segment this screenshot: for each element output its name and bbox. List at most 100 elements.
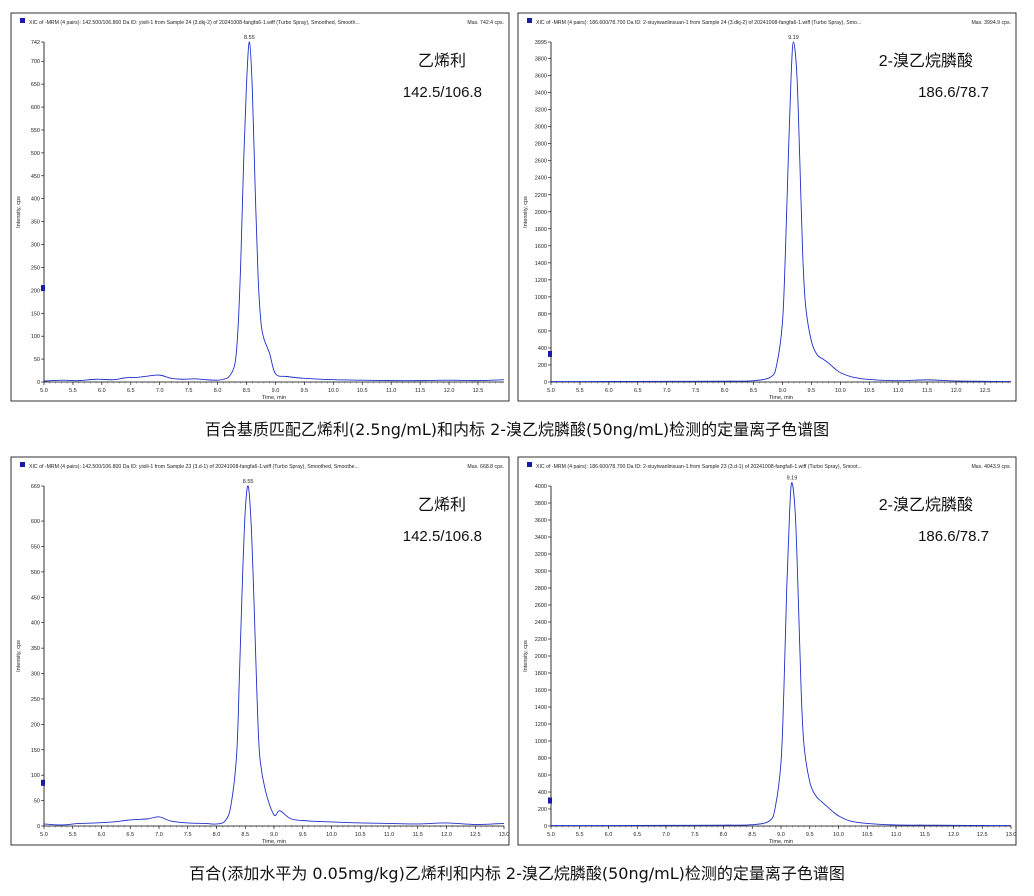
x-tick-label: 9.5 — [299, 832, 307, 838]
y-tick-label: 100 — [31, 773, 40, 779]
x-tick-label: 9.5 — [806, 832, 814, 838]
y-tick-label: 300 — [31, 672, 40, 678]
y-tick-label: 1200 — [535, 722, 547, 728]
y-tick-label: 3400 — [535, 91, 547, 97]
x-tick-label: 12.0 — [444, 388, 455, 394]
y-tick-label: 1000 — [535, 295, 547, 301]
x-tick-label: 12.5 — [470, 832, 481, 838]
x-tick-label: 7.0 — [663, 388, 671, 394]
y-axis-label: Intensity, cps — [16, 196, 22, 228]
y-tick-label: 1800 — [535, 671, 547, 677]
x-tick-label: 10.0 — [326, 832, 337, 838]
x-tick-label: 11.5 — [922, 388, 932, 394]
y-tick-label: 550 — [31, 544, 40, 550]
y-tick-label: 742 — [31, 40, 40, 46]
y-tick-label: 500 — [31, 570, 40, 576]
y-tick-label: 350 — [31, 646, 40, 652]
y-tick-label: 1800 — [535, 227, 547, 233]
x-tick-label: 12.5 — [473, 388, 484, 394]
compound-name: 乙烯利 — [418, 496, 466, 514]
x-tick-label: 7.5 — [691, 832, 699, 838]
trace-header: XIC of -MRM (4 pairs): 142.500/106.800 D… — [29, 20, 360, 26]
y-tick-label: 2800 — [535, 142, 547, 148]
trace-header: XIC of -MRM (4 pairs): 186.600/78.700 Da… — [536, 464, 862, 470]
y-tick-label: 500 — [31, 151, 40, 157]
x-tick-label: 7.5 — [184, 832, 192, 838]
y-tick-label: 3800 — [535, 501, 547, 507]
x-tick-label: 12.0 — [948, 832, 959, 838]
y-tick-label: 600 — [31, 519, 40, 525]
y-tick-label: 600 — [538, 329, 547, 335]
compound-name: 2-溴乙烷膦酸 — [879, 496, 973, 514]
compound-name: 乙烯利 — [418, 52, 466, 70]
trace-line — [43, 41, 505, 382]
x-tick-label: 6.0 — [98, 832, 106, 838]
mrm-transition: 142.5/106.8 — [403, 84, 482, 101]
x-tick-label: 10.0 — [835, 388, 846, 394]
baseline-marker-icon — [41, 285, 45, 292]
baseline-marker-icon — [548, 350, 552, 357]
x-tick-label: 8.5 — [748, 832, 756, 838]
y-tick-label: 2200 — [535, 637, 547, 643]
x-tick-label: 11.5 — [413, 832, 423, 838]
y-tick-label: 700 — [31, 59, 40, 65]
x-tick-label: 9.0 — [779, 388, 787, 394]
x-tick-label: 12.0 — [951, 388, 962, 394]
x-tick-label: 5.0 — [547, 388, 555, 394]
y-tick-label: 2800 — [535, 586, 547, 592]
y-tick-label: 300 — [31, 243, 40, 249]
x-tick-label: 5.5 — [576, 832, 584, 838]
caption-top: 百合基质匹配乙烯利(2.5ng/mL)和内标 2-溴乙烷膦酸(50ng/mL)检… — [204, 420, 830, 439]
y-tick-label: 2600 — [535, 603, 547, 609]
y-tick-label: 200 — [31, 288, 40, 294]
x-tick-label: 5.0 — [547, 832, 555, 838]
x-tick-label: 7.5 — [692, 388, 700, 394]
y-tick-label: 3400 — [535, 535, 547, 541]
y-tick-label: 550 — [31, 128, 40, 134]
trace-line — [550, 482, 1012, 827]
baseline-marker-icon — [41, 779, 45, 786]
x-tick-label: 5.5 — [69, 832, 77, 838]
y-tick-label: 150 — [31, 748, 40, 754]
x-axis-label: Time, min — [769, 839, 793, 845]
x-tick-label: 6.5 — [126, 832, 134, 838]
y-tick-label: 400 — [31, 197, 40, 203]
y-tick-label: 200 — [538, 807, 547, 813]
y-tick-label: 1400 — [535, 705, 547, 711]
y-tick-label: 4000 — [535, 484, 547, 490]
chromatogram-bottom-right: XIC of -MRM (4 pairs): 186.600/78.700 Da… — [517, 456, 1017, 846]
y-tick-label: 3000 — [535, 125, 547, 131]
y-tick-label: 150 — [31, 311, 40, 317]
y-tick-label: 400 — [538, 346, 547, 352]
x-tick-label: 8.5 — [750, 388, 758, 394]
chromatogram-top-left: XIC of -MRM (4 pairs): 142.500/106.800 D… — [10, 12, 510, 402]
compound-name: 2-溴乙烷膦酸 — [879, 52, 973, 70]
y-tick-label: 650 — [31, 82, 40, 88]
x-tick-label: 12.5 — [980, 388, 991, 394]
y-tick-label: 3000 — [535, 569, 547, 575]
peak-retention-label: 8.55 — [243, 479, 254, 485]
x-tick-label: 7.5 — [185, 388, 193, 394]
y-tick-label: 2000 — [535, 210, 547, 216]
y-tick-label: 3200 — [535, 108, 547, 114]
x-tick-label: 8.5 — [243, 388, 251, 394]
x-tick-label: 8.5 — [241, 832, 249, 838]
y-tick-label: 400 — [538, 790, 547, 796]
x-tick-label: 13.0 — [1006, 832, 1017, 838]
header-marker-icon — [527, 462, 532, 467]
x-tick-label: 11.0 — [893, 388, 903, 394]
y-tick-label: 250 — [31, 697, 40, 703]
y-tick-label: 600 — [31, 105, 40, 111]
x-tick-label: 5.5 — [69, 388, 77, 394]
x-tick-label: 10.5 — [355, 832, 366, 838]
y-tick-label: 2400 — [535, 176, 547, 182]
y-tick-label: 0 — [544, 824, 547, 830]
y-tick-label: 1600 — [535, 244, 547, 250]
x-tick-label: 7.0 — [156, 388, 164, 394]
x-tick-label: 8.0 — [720, 832, 728, 838]
max-intensity-label: Max. 3994.9 cps. — [971, 20, 1011, 26]
x-tick-label: 9.5 — [808, 388, 816, 394]
x-tick-label: 10.0 — [328, 388, 339, 394]
caption-bottom: 百合(添加水平为 0.05mg/kg)乙烯利和内标 2-溴乙烷膦酸(50ng/m… — [189, 864, 845, 883]
y-tick-label: 50 — [34, 357, 40, 363]
